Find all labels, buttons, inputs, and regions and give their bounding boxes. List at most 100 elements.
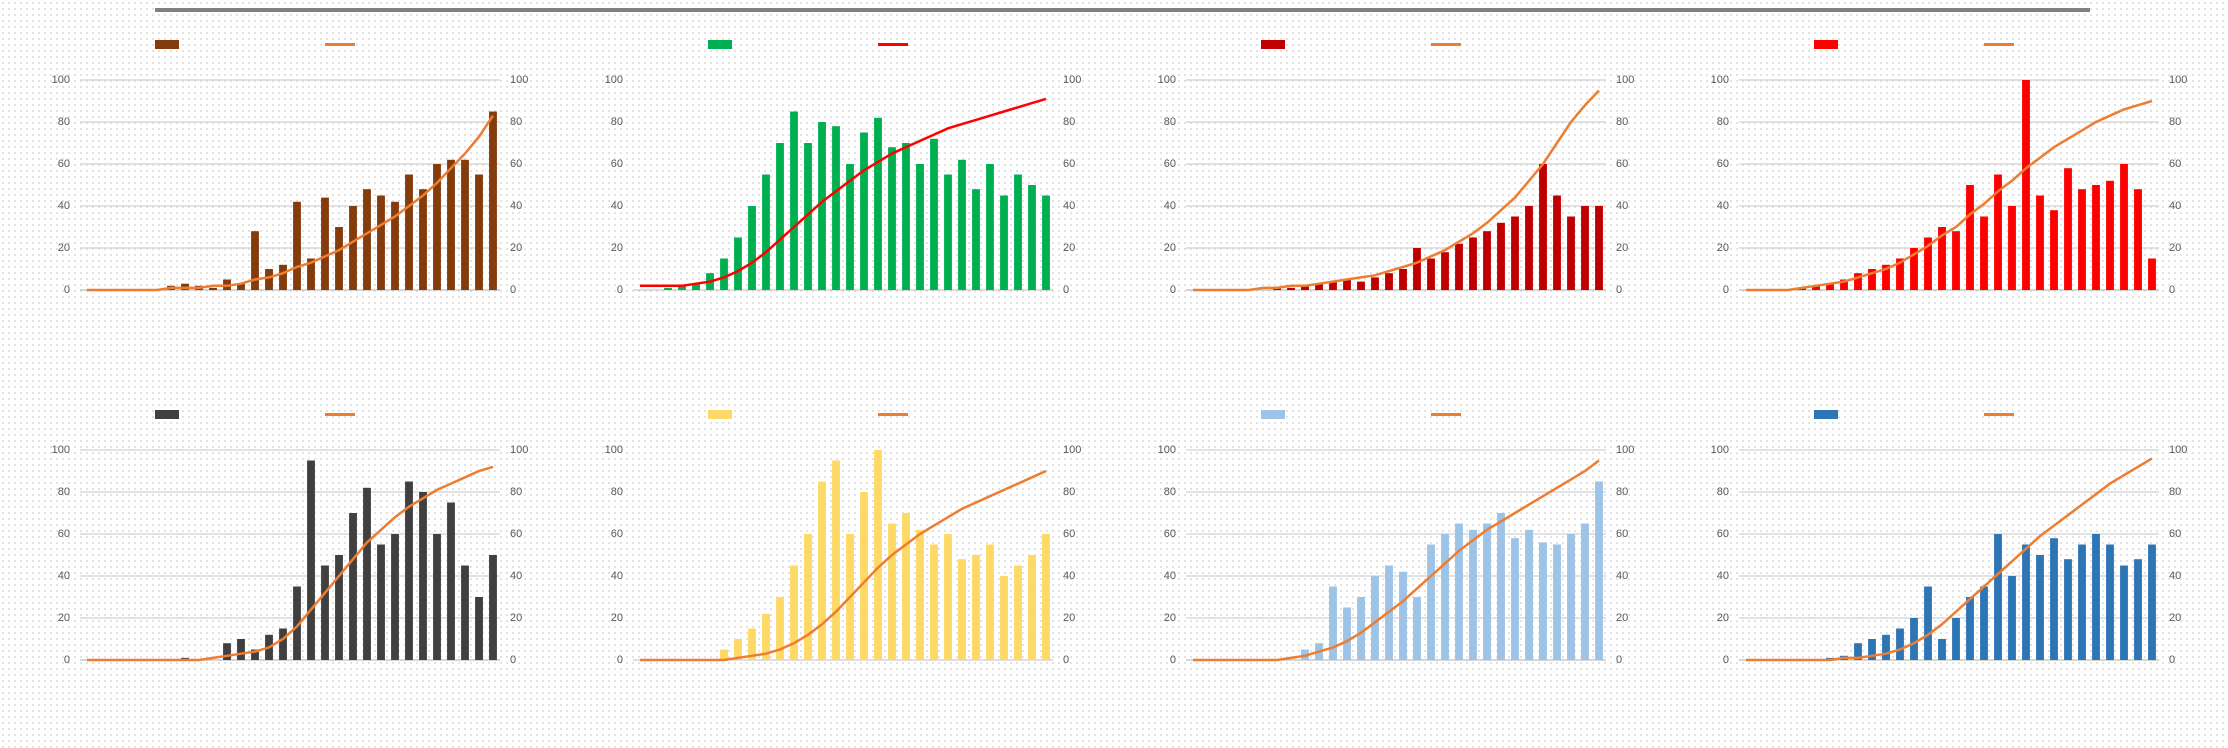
- bar: [972, 189, 980, 290]
- bar: [447, 159, 455, 290]
- bar: [874, 450, 882, 660]
- bar: [2092, 185, 2100, 290]
- legend-swatch: [155, 410, 179, 419]
- y-tick-label: 40: [1164, 570, 1176, 582]
- y-tick-label: 60: [58, 158, 70, 170]
- bar: [2036, 555, 2044, 660]
- bar: [762, 613, 770, 660]
- bar: [1882, 264, 1890, 290]
- y2-tick-label: 60: [510, 158, 522, 170]
- bar: [1427, 544, 1435, 660]
- y2-tick-label: 80: [1616, 486, 1628, 498]
- bar: [846, 164, 854, 290]
- y2-tick-label: 20: [1616, 242, 1628, 254]
- y2-tick-label: 20: [2169, 612, 2181, 624]
- bar: [1455, 243, 1463, 290]
- y-tick-label: 80: [1164, 486, 1176, 498]
- bar: [748, 628, 756, 660]
- bar: [279, 628, 287, 660]
- bar: [2022, 80, 2030, 290]
- bar: [1469, 529, 1477, 660]
- y-tick-label: 0: [1170, 284, 1176, 296]
- y-tick-label: 20: [1717, 242, 1729, 254]
- y2-tick-label: 80: [1063, 116, 1075, 128]
- y2-tick-label: 80: [2169, 116, 2181, 128]
- bar: [1042, 195, 1050, 290]
- bar: [1385, 273, 1393, 290]
- bar: [293, 586, 301, 660]
- legend-swatch: [1261, 410, 1285, 419]
- y2-tick-label: 40: [1616, 200, 1628, 212]
- y2-tick-label: 60: [1616, 158, 1628, 170]
- bar: [1329, 281, 1337, 290]
- y-tick-label: 60: [611, 158, 623, 170]
- y-tick-label: 0: [64, 284, 70, 296]
- legend-swatch: [708, 40, 732, 49]
- bar: [1014, 174, 1022, 290]
- bar: [419, 189, 427, 290]
- y2-tick-label: 100: [510, 74, 528, 86]
- bar: [2050, 210, 2058, 290]
- bar: [1343, 607, 1351, 660]
- bar: [1000, 576, 1008, 660]
- y2-tick-label: 20: [1063, 612, 1075, 624]
- bar: [944, 174, 952, 290]
- bar: [986, 164, 994, 290]
- bar: [2078, 189, 2086, 290]
- bar: [664, 287, 672, 290]
- bar: [692, 283, 700, 290]
- bar: [1840, 279, 1848, 290]
- bar: [1882, 634, 1890, 660]
- y-tick-label: 40: [58, 200, 70, 212]
- bar: [461, 159, 469, 290]
- bar: [1483, 523, 1491, 660]
- y-tick-label: 20: [1717, 612, 1729, 624]
- bar: [2008, 576, 2016, 660]
- bar: [377, 195, 385, 290]
- bar: [972, 555, 980, 660]
- y2-tick-label: 0: [1616, 284, 1622, 296]
- bar: [818, 122, 826, 290]
- line-series: [1746, 99, 2153, 292]
- bar: [958, 159, 966, 290]
- y2-tick-label: 40: [2169, 570, 2181, 582]
- bar: [734, 237, 742, 290]
- bar: [1399, 571, 1407, 660]
- bar: [1924, 586, 1932, 660]
- bar: [447, 502, 455, 660]
- y2-tick-label: 60: [1063, 528, 1075, 540]
- y2-tick-label: 0: [1616, 654, 1622, 666]
- bar: [1511, 538, 1519, 660]
- bar: [2092, 534, 2100, 660]
- y-tick-label: 100: [1711, 444, 1729, 456]
- bar: [1028, 185, 1036, 290]
- bar: [1938, 227, 1946, 290]
- y-tick-label: 0: [1723, 654, 1729, 666]
- bar: [251, 649, 259, 660]
- y-tick-label: 80: [1164, 116, 1176, 128]
- bar: [1826, 283, 1834, 290]
- y2-tick-label: 0: [2169, 284, 2175, 296]
- bar: [776, 143, 784, 290]
- bar: [1455, 523, 1463, 660]
- legend-swatch: [1261, 40, 1285, 49]
- bar: [1994, 534, 2002, 660]
- bar: [2120, 164, 2128, 290]
- y2-tick-label: 20: [1063, 242, 1075, 254]
- bar: [888, 147, 896, 290]
- bar: [1014, 565, 1022, 660]
- bar: [2022, 544, 2030, 660]
- y2-tick-label: 0: [510, 654, 516, 666]
- bar: [1441, 252, 1449, 290]
- bar: [860, 132, 868, 290]
- y-tick-label: 60: [1164, 158, 1176, 170]
- y2-tick-label: 0: [2169, 654, 2175, 666]
- bar: [489, 555, 497, 660]
- bar: [790, 565, 798, 660]
- y2-tick-label: 40: [1063, 200, 1075, 212]
- y-tick-label: 40: [1164, 200, 1176, 212]
- bar: [1343, 279, 1351, 290]
- bar: [720, 649, 728, 660]
- bar: [265, 269, 273, 290]
